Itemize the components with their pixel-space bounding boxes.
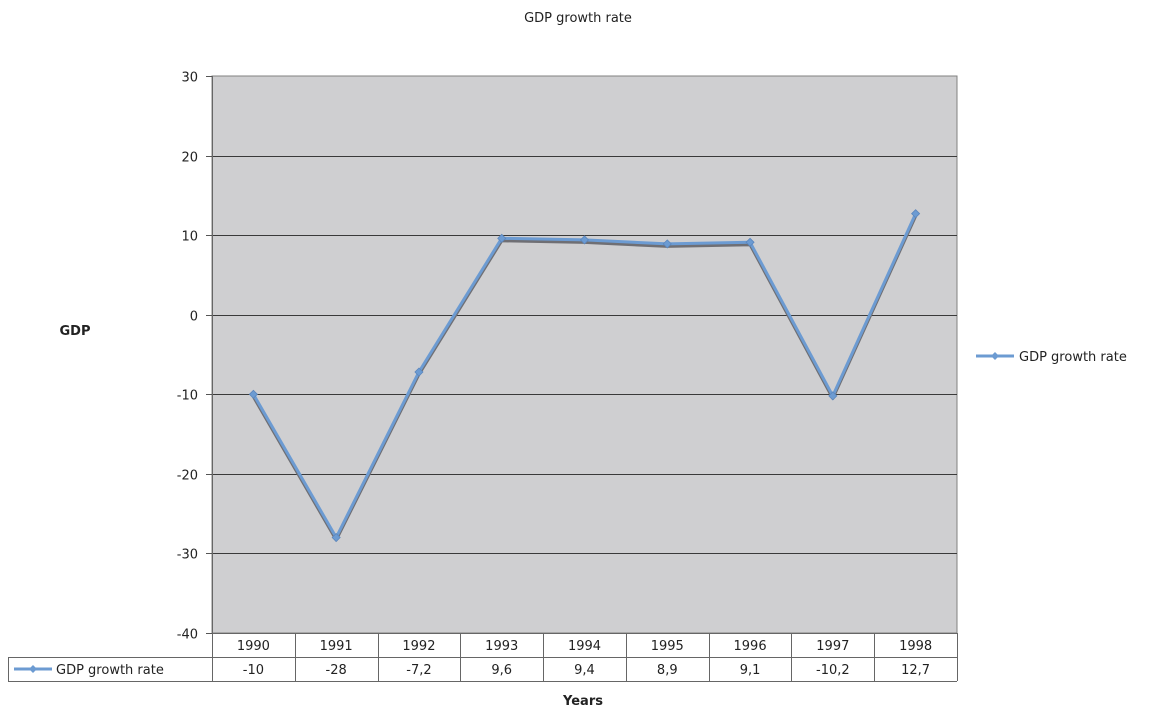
- y-tick-label: 20: [181, 151, 198, 166]
- y-tick-label: -10: [177, 389, 198, 404]
- table-value: -28: [326, 663, 347, 678]
- table-value: 8,9: [657, 663, 678, 678]
- data-table: 1990 1991 1992 1993 1994 1995 1996 1997 1998 GDP …: [8, 633, 958, 682]
- y-tick-label: 0: [190, 310, 198, 325]
- table-series-name: GDP growth rate: [56, 663, 164, 678]
- y-axis-label: GDP: [60, 324, 91, 339]
- legend: GDP growth rate: [976, 350, 1127, 365]
- x-category-label: 1994: [568, 639, 601, 654]
- plot-area: [211, 75, 958, 634]
- table-legend-marker: [29, 665, 37, 673]
- data-point: [662, 239, 672, 249]
- x-category-label: 1998: [899, 639, 932, 654]
- table-value: 9,1: [740, 663, 761, 678]
- y-tick-label: -40: [177, 628, 198, 643]
- y-tick-label: 30: [181, 71, 198, 86]
- table-value: -7,2: [406, 663, 431, 678]
- data-point: [911, 209, 921, 219]
- x-category-label: 1995: [651, 639, 684, 654]
- table-value: 9,4: [574, 663, 595, 678]
- x-category-label: 1997: [816, 639, 849, 654]
- x-category-label: 1991: [320, 639, 353, 654]
- data-point: [745, 237, 755, 247]
- data-point: [331, 532, 341, 543]
- x-category-label: 1993: [485, 639, 518, 654]
- data-point: [579, 235, 590, 245]
- x-category-label: 1996: [734, 639, 767, 654]
- data-point: [248, 389, 258, 399]
- gridlines: [212, 156, 957, 554]
- data-point: [828, 391, 838, 401]
- legend-marker: [991, 352, 999, 360]
- y-tick-label: -20: [177, 469, 198, 484]
- legend-label: GDP growth rate: [1019, 350, 1127, 365]
- y-tick-label: -30: [177, 548, 198, 563]
- data-point: [497, 233, 507, 243]
- x-category-label: 1992: [402, 639, 435, 654]
- table-value: 9,6: [491, 663, 512, 678]
- chart-title: GDP growth rate: [524, 11, 632, 26]
- x-category-label: 1990: [237, 639, 270, 654]
- y-axis-ticks: 30 20 10 0 -10 -20 -30 -40: [177, 71, 213, 643]
- table-value: -10: [243, 663, 264, 678]
- x-axis-label: Years: [562, 694, 603, 708]
- y-tick-label: 10: [181, 230, 198, 245]
- table-value: -10,2: [816, 663, 850, 678]
- table-value: 12,7: [901, 663, 930, 678]
- series-layer: [248, 209, 921, 543]
- data-point: [414, 367, 424, 377]
